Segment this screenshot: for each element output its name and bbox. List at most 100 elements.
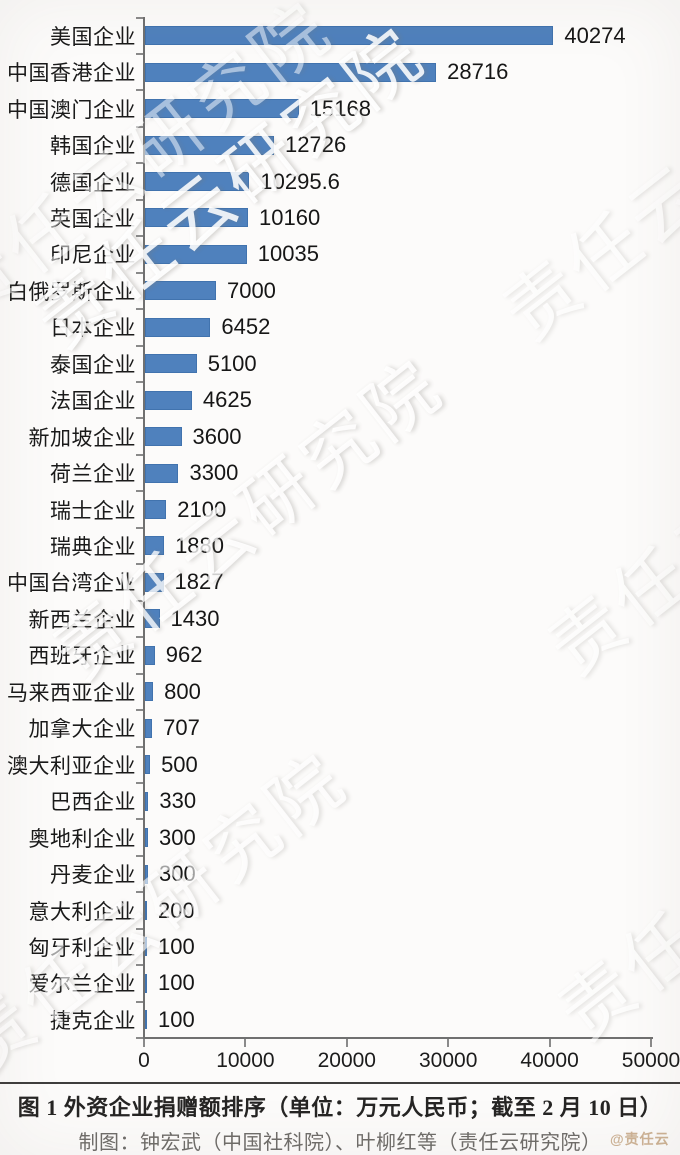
x-tick [650, 1039, 652, 1047]
y-tick [136, 672, 144, 675]
caption-title: 图 1 外资企业捐赠额排序（单位：万元人民币；截至 2 月 10 日） [17, 1095, 663, 1120]
value-label: 1880 [175, 533, 225, 559]
x-tick-label: 10000 [216, 1049, 275, 1072]
category-label: 瑞典企业 [50, 535, 136, 560]
y-tick [136, 125, 144, 128]
category-label: 西班牙企业 [28, 644, 136, 669]
y-axis-line [143, 17, 145, 1038]
category-label: 印尼企业 [50, 243, 136, 268]
bar-row: 德国企业 10295.6 [0, 163, 680, 199]
bar [145, 281, 216, 301]
bar-row: 瑞士企业 2100 [0, 491, 680, 527]
category-label: 白俄罗斯企业 [7, 279, 136, 304]
bar [145, 973, 147, 993]
x-tick [447, 1039, 450, 1047]
bar [145, 755, 151, 775]
bar [145, 682, 154, 702]
category-label: 加拿大企业 [28, 717, 136, 742]
bar [145, 718, 153, 738]
bar-row: 加拿大企业 707 [0, 710, 680, 746]
category-label: 瑞士企业 [50, 498, 136, 523]
bar-row: 丹麦企业 300 [0, 856, 680, 892]
y-tick [136, 745, 144, 748]
value-label: 40274 [564, 22, 626, 48]
value-label: 12726 [285, 132, 347, 158]
category-label: 奥地利企业 [28, 826, 136, 851]
bar-row: 西班牙企业 962 [0, 637, 680, 673]
y-tick [136, 381, 144, 383]
bar-row: 意大利企业 200 [0, 892, 680, 928]
value-label: 100 [158, 933, 195, 959]
bar-row: 澳大利亚企业 500 [0, 747, 680, 783]
category-label: 新加坡企业 [28, 425, 136, 450]
y-tick [136, 927, 144, 930]
bar-row: 法国企业 4625 [0, 382, 680, 418]
bar-row: 印尼企业 10035 [0, 236, 680, 272]
bar-row: 日本企业 6452 [0, 309, 680, 345]
y-tick [136, 563, 144, 566]
category-label: 日本企业 [50, 316, 136, 341]
bar [145, 536, 165, 556]
y-tick [136, 1000, 144, 1003]
value-label: 800 [164, 678, 201, 704]
category-label: 美国企业 [50, 24, 136, 49]
value-label: 10160 [259, 204, 321, 230]
category-label: 爱尔兰企业 [28, 972, 136, 997]
caption: 图 1 外资企业捐赠额排序（单位：万元人民币；截至 2 月 10 日） 制图：钟… [0, 1082, 680, 1155]
bar [145, 427, 182, 447]
category-label: 马来西亚企业 [7, 680, 136, 705]
x-tick [548, 1039, 551, 1047]
bar [145, 390, 192, 410]
bar [145, 572, 164, 592]
caption-credit: 制图：钟宏武（中国社科院）、叶柳红等（责任云研究院） [78, 1132, 602, 1154]
value-label: 15168 [309, 95, 371, 121]
x-tick-label: 50000 [621, 1049, 680, 1072]
bar-row: 美国企业 40274 [0, 18, 680, 54]
bar [145, 609, 160, 629]
bar [145, 791, 149, 811]
y-tick [136, 818, 144, 821]
category-label: 韩国企业 [50, 134, 136, 159]
value-label: 500 [161, 751, 198, 777]
bar [145, 135, 275, 155]
value-label: 962 [165, 642, 203, 668]
bar-row: 新加坡企业 3600 [0, 418, 680, 454]
x-axis-line [143, 1037, 653, 1039]
bar-row: 韩国企业 12726 [0, 127, 680, 163]
bar-row: 匈牙利企业 100 [0, 929, 680, 965]
y-tick [136, 308, 144, 311]
bar-row: 中国台湾企业 1827 [0, 564, 680, 600]
bar [145, 645, 155, 665]
value-label: 100 [158, 1006, 195, 1032]
bar-row: 瑞典企业 1880 [0, 528, 680, 564]
x-tick [143, 1039, 145, 1047]
bar [145, 99, 299, 119]
bar [145, 900, 148, 920]
value-label: 28716 [447, 59, 509, 85]
x-tick [345, 1039, 348, 1047]
y-tick [136, 891, 144, 894]
bar-row: 中国澳门企业 15168 [0, 90, 680, 126]
bar [145, 500, 167, 520]
y-tick [136, 964, 144, 967]
x-tick-label: 30000 [418, 1049, 478, 1072]
bar-row: 新西兰企业 1430 [0, 601, 680, 637]
y-tick [136, 599, 144, 602]
bar [145, 1010, 147, 1030]
category-label: 澳大利亚企业 [7, 753, 136, 778]
y-tick [136, 162, 144, 165]
category-label: 中国香港企业 [7, 61, 136, 86]
value-label: 707 [163, 715, 200, 741]
bar [145, 62, 437, 82]
value-label: 10035 [257, 241, 319, 267]
category-label: 巴西企业 [50, 790, 136, 815]
value-label: 3300 [189, 460, 239, 486]
y-tick [136, 417, 144, 420]
bar [145, 244, 247, 264]
y-tick [136, 526, 144, 529]
bar-row: 英国企业 10160 [0, 200, 680, 236]
y-tick [136, 1037, 144, 1040]
value-label: 100 [158, 970, 195, 996]
y-tick [136, 854, 144, 857]
